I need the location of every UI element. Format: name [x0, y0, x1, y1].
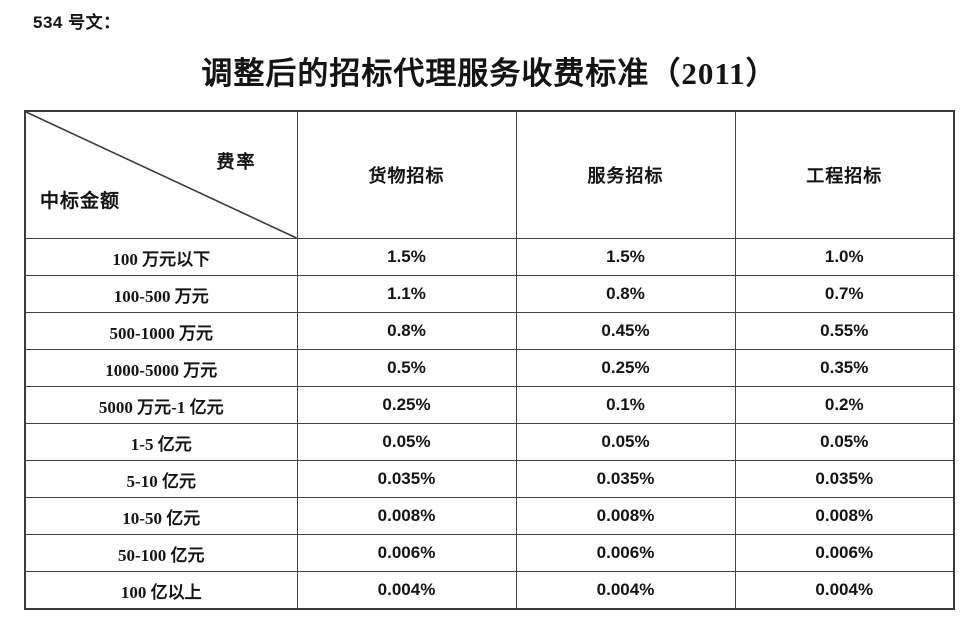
table-body: 100 万元以下 1.5% 1.5% 1.0% 100-500 万元 1.1% 0.8% 0.… — [24, 238, 955, 610]
fee-value-cell: 0.2% — [734, 386, 955, 424]
fee-value-cell: 0.004% — [734, 571, 955, 610]
table-row: 5-10 亿元 0.035% 0.035% 0.035% — [24, 460, 955, 498]
fee-rate-table: 费率 中标金额 货物招标 服务招标 工程招标 100 万元以下 1.5% 1.5% 1… — [24, 110, 955, 610]
row-amount-label: 100-500 万元 — [24, 275, 298, 313]
fee-value-cell: 0.008% — [734, 497, 955, 535]
page-title: 调整后的招标代理服务收费标准（2011） — [201, 56, 778, 91]
table-row: 500-1000 万元 0.8% 0.45% 0.55% — [24, 312, 955, 350]
table-row: 100-500 万元 1.1% 0.8% 0.7% — [24, 275, 955, 313]
fee-value-cell: 0.05% — [515, 423, 736, 461]
row-amount-label: 100 万元以下 — [24, 238, 298, 276]
table-row: 5000 万元-1 亿元 0.25% 0.1% 0.2% — [24, 386, 955, 424]
fee-value-cell: 0.25% — [515, 349, 736, 387]
table-header-row: 费率 中标金额 货物招标 服务招标 工程招标 — [24, 110, 955, 239]
corner-label-fee-rate: 费率 — [216, 152, 257, 172]
fee-value-cell: 0.45% — [515, 312, 736, 350]
diagonal-divider-line — [26, 112, 297, 238]
column-header-goods-tender: 货物招标 — [296, 110, 517, 239]
fee-value-cell: 0.006% — [515, 534, 736, 572]
table-row: 1000-5000 万元 0.5% 0.25% 0.35% — [24, 349, 955, 387]
row-amount-label: 10-50 亿元 — [24, 497, 298, 535]
fee-value-cell: 0.1% — [515, 386, 736, 424]
column-header-service-tender: 服务招标 — [515, 110, 736, 239]
table-row: 1-5 亿元 0.05% 0.05% 0.05% — [24, 423, 955, 461]
doc-number-label: 534 号文： — [33, 13, 121, 32]
fee-value-cell: 0.004% — [296, 571, 517, 610]
row-amount-label: 5000 万元-1 亿元 — [24, 386, 298, 424]
fee-value-cell: 0.7% — [734, 275, 955, 313]
corner-label-bid-amount: 中标金额 — [40, 191, 121, 212]
fee-value-cell: 0.035% — [296, 460, 517, 498]
fee-value-cell: 0.008% — [515, 497, 736, 535]
table-row: 100 万元以下 1.5% 1.5% 1.0% — [24, 238, 955, 276]
row-amount-label: 50-100 亿元 — [24, 534, 298, 572]
fee-value-cell: 1.5% — [515, 238, 736, 276]
table-row: 100 亿以上 0.004% 0.004% 0.004% — [24, 571, 955, 610]
fee-value-cell: 0.004% — [515, 571, 736, 610]
fee-value-cell: 0.25% — [296, 386, 517, 424]
row-amount-label: 100 亿以上 — [24, 571, 298, 610]
fee-value-cell: 1.1% — [296, 275, 517, 313]
fee-value-cell: 0.035% — [734, 460, 955, 498]
fee-value-cell: 0.008% — [296, 497, 517, 535]
fee-value-cell: 1.0% — [734, 238, 955, 276]
fee-value-cell: 0.8% — [296, 312, 517, 350]
fee-value-cell: 0.55% — [734, 312, 955, 350]
fee-value-cell: 0.006% — [734, 534, 955, 572]
row-amount-label: 1000-5000 万元 — [24, 349, 298, 387]
table-row: 10-50 亿元 0.008% 0.008% 0.008% — [24, 497, 955, 535]
fee-value-cell: 0.05% — [734, 423, 955, 461]
fee-value-cell: 0.035% — [515, 460, 736, 498]
fee-value-cell: 0.006% — [296, 534, 517, 572]
row-amount-label: 5-10 亿元 — [24, 460, 298, 498]
fee-value-cell: 0.8% — [515, 275, 736, 313]
row-amount-label: 500-1000 万元 — [24, 312, 298, 350]
fee-value-cell: 1.5% — [296, 238, 517, 276]
fee-value-cell: 0.35% — [734, 349, 955, 387]
fee-value-cell: 0.05% — [296, 423, 517, 461]
fee-value-cell: 0.5% — [296, 349, 517, 387]
corner-header-cell: 费率 中标金额 — [24, 110, 298, 239]
column-header-engineering-tender: 工程招标 — [734, 110, 955, 239]
table-row: 50-100 亿元 0.006% 0.006% 0.006% — [24, 534, 955, 572]
row-amount-label: 1-5 亿元 — [24, 423, 298, 461]
